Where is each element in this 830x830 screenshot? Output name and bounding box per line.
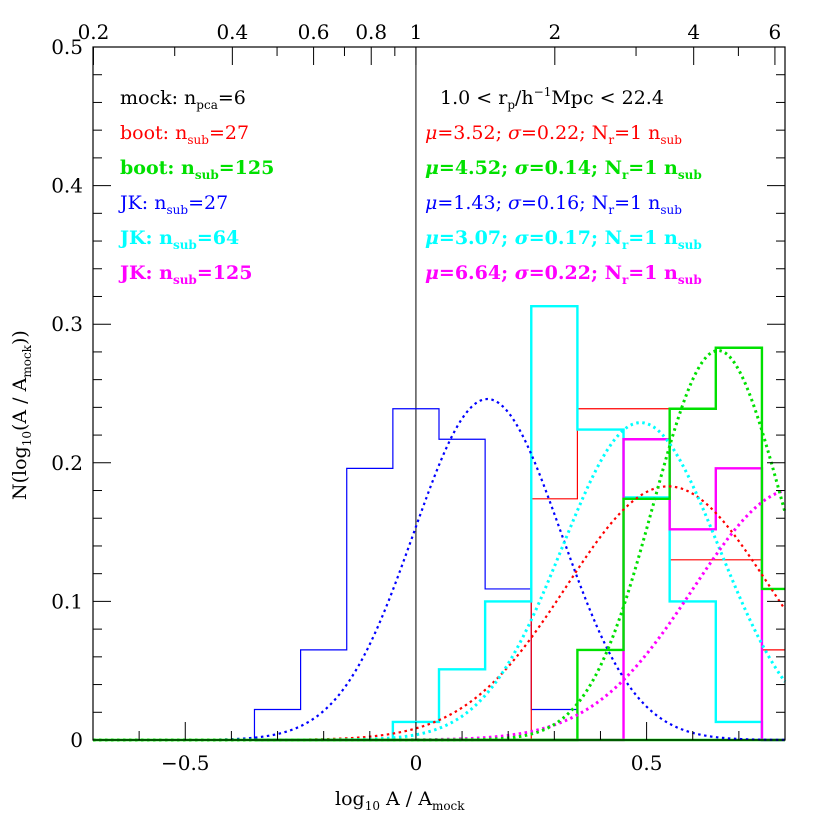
left-legend: mock: npca=6 boot: nsub=27 boot: nsub=12… (118, 87, 274, 287)
top-tick-label: 4 (687, 20, 700, 44)
y-tick-label: 0 (70, 728, 83, 752)
top-tick-label: 0.2 (78, 20, 110, 44)
top-tick-label: 1 (410, 20, 423, 44)
histogram-boot: n_sub=27 (254, 408, 785, 741)
tick-labels: −0.5 0 0.500.10.20.30.40.50.2 0.4 0.6 0.8 1 2 4 6 (51, 20, 781, 775)
top-tick-label: 0.6 (298, 20, 330, 44)
legend-boot-125: boot: nsub=125 (120, 157, 274, 182)
stats-boot-125: μ=4.52; σ=0.14; Nr=1 nsub (425, 157, 702, 182)
stats-boot-27: μ=3.52; σ=0.22; Nr=1 nsub (425, 122, 682, 147)
legend-mock: mock: npca=6 (120, 87, 246, 112)
stats-jk-27: μ=1.43; σ=0.16; Nr=1 nsub (425, 192, 682, 217)
y-tick-label: 0.4 (51, 174, 83, 198)
y-tick-label: 0.5 (51, 35, 83, 59)
legend-boot-27: boot: nsub=27 (120, 122, 249, 147)
legend-jk-64: JK: nsub=64 (118, 227, 239, 252)
stats-jk-64: μ=3.07; σ=0.17; Nr=1 nsub (425, 227, 702, 252)
x-tick-label: 0.5 (631, 751, 663, 775)
top-tick-label: 6 (769, 20, 782, 44)
y-tick-label: 0.2 (51, 451, 83, 475)
histogram-JK: n_sub=27 (253, 408, 785, 741)
legend-jk-27: JK: nsub=27 (118, 192, 228, 217)
axis-ticks (92, 46, 786, 741)
plot-frame (92, 46, 786, 741)
stats-jk-125: μ=6.64; σ=0.22; Nr=1 nsub (425, 262, 702, 287)
plot-content (93, 47, 787, 742)
top-tick-label: 0.8 (355, 20, 387, 44)
y-tick-label: 0.1 (51, 589, 83, 613)
x-tick-label: 0 (410, 751, 423, 775)
y-tick-label: 0.3 (51, 312, 83, 336)
histogram-JK: n_sub=125 (254, 438, 785, 742)
legend-jk-125: JK: nsub=125 (118, 262, 252, 287)
histogram-JK: n_sub=64 (254, 304, 785, 742)
range-label: 1.0 < rp/h−1Mpc < 22.4 (440, 85, 664, 112)
top-tick-label: 0.4 (216, 20, 248, 44)
top-tick-label: 2 (548, 20, 561, 44)
histogram-boot: n_sub=125 (254, 346, 785, 742)
x-tick-label: −0.5 (161, 751, 210, 775)
x-axis-title: log10 A / Amock (335, 788, 465, 813)
y-axis-title: N(log10(A / Amock)) (9, 330, 34, 500)
right-legend: 1.0 < rp/h−1Mpc < 22.4 μ=3.52; σ=0.22; N… (425, 85, 702, 287)
